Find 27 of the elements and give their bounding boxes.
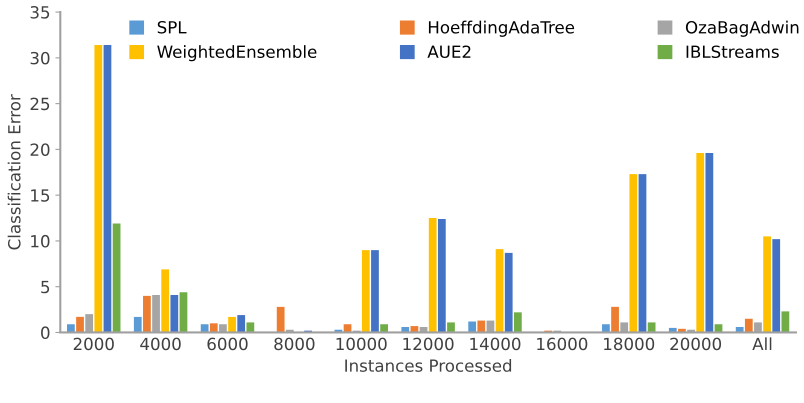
x-tick-label: 4000 [140,338,181,350]
x-axis-title: Instances Processed [345,359,512,372]
y-axis-title: Classification Error [8,94,21,250]
x-tick-label: 2000 [74,338,114,350]
legend-label: WeightedEnsemble [157,45,316,62]
legend-label: HoeffdingAdaTree [428,20,574,37]
y-tick-label: 10 [31,234,50,248]
x-tick-label: 8000 [274,338,314,350]
x-tick-label: All [752,337,772,350]
x-tick-label: 6000 [207,338,248,350]
x-tick-label: 18000 [604,338,654,350]
y-tick-label: 0 [41,326,50,340]
y-tick-label: 25 [30,98,50,110]
y-tick-label: 20 [30,143,50,156]
y-tick-label: 5 [41,280,50,294]
x-tick-label: 12000 [403,338,454,350]
legend-label: IBLStreams [686,45,779,58]
x-tick-label: 16000 [537,338,588,350]
legend-label: AUE2 [427,45,470,58]
y-tick-label: 30 [30,52,50,64]
x-tick-label: 20000 [670,338,722,350]
y-tick-label: 15 [31,189,50,202]
legend-label: SPL [158,20,186,34]
legend-label: OzaBagAdwin [686,20,798,37]
x-tick-label: 14000 [470,338,520,350]
y-tick-label: 35 [30,6,50,19]
x-tick-label: 10000 [336,338,387,350]
